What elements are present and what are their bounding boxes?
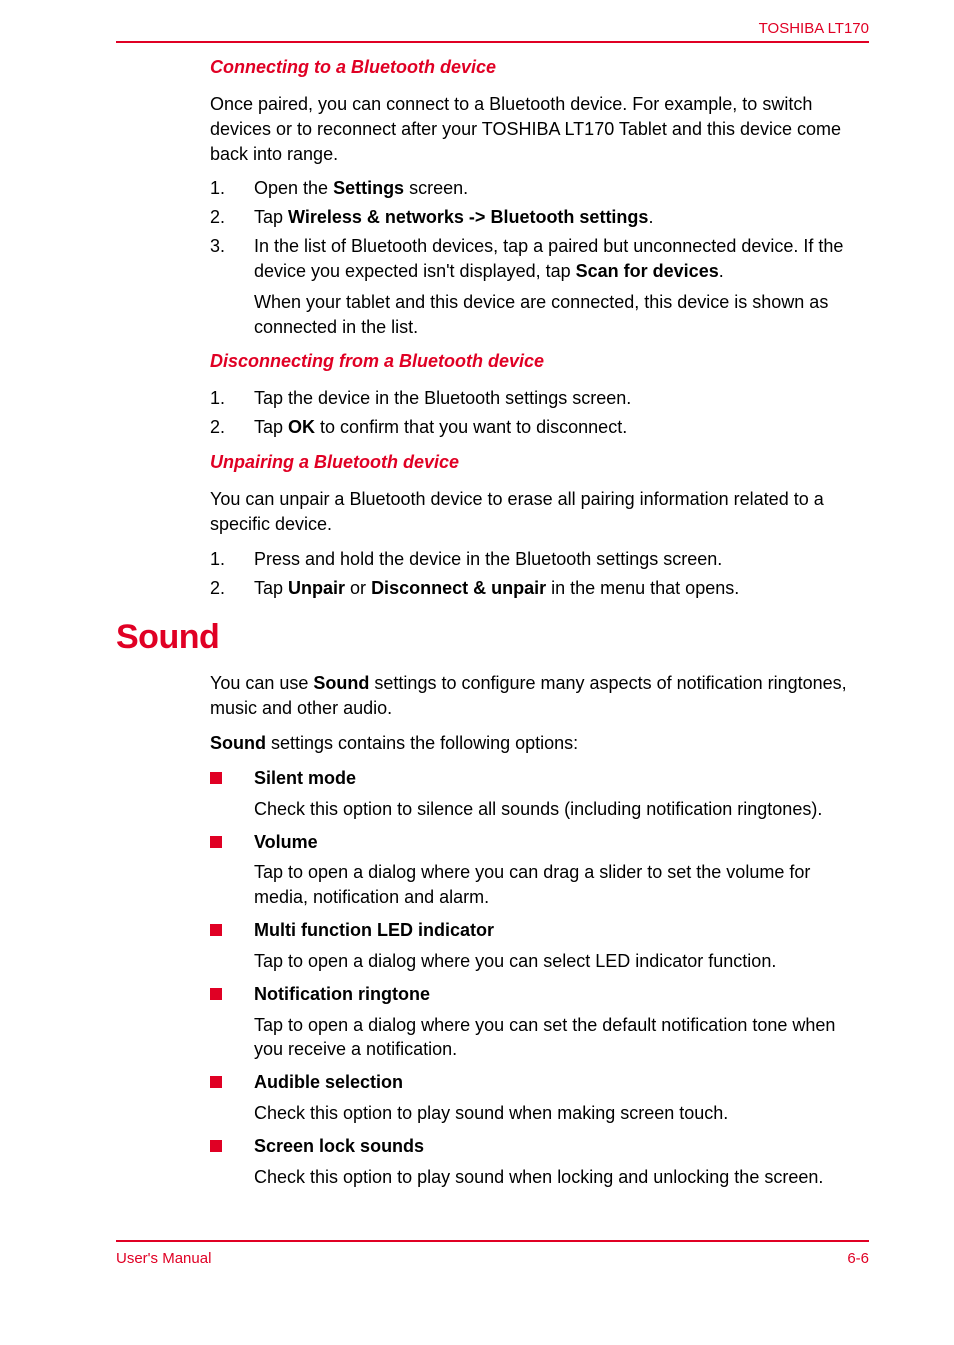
disconnecting-steps: Tap the device in the Bluetooth settings…: [210, 386, 869, 440]
text: You can use: [210, 673, 313, 693]
option-body: Check this option to play sound when loc…: [254, 1165, 869, 1190]
list-item: Tap the device in the Bluetooth settings…: [210, 386, 869, 411]
square-bullet-icon: [210, 988, 222, 1000]
text: settings contains the following options:: [266, 733, 578, 753]
option-body: Tap to open a dialog where you can selec…: [254, 949, 869, 974]
unpairing-steps: Press and hold the device in the Bluetoo…: [210, 547, 869, 601]
list-item: Silent mode Check this option to silence…: [210, 766, 869, 822]
unpairing-intro: You can unpair a Bluetooth device to era…: [210, 487, 869, 537]
list-item: Press and hold the device in the Bluetoo…: [210, 547, 869, 572]
sound-options: Silent mode Check this option to silence…: [210, 766, 869, 1190]
list-item: In the list of Bluetooth devices, tap a …: [210, 234, 869, 339]
step-text: in the menu that opens.: [546, 578, 739, 598]
option-body: Check this option to play sound when mak…: [254, 1101, 869, 1126]
option-title: Silent mode: [254, 766, 869, 791]
footer-right: 6-6: [847, 1250, 869, 1267]
footer: User's Manual 6-6: [116, 1240, 869, 1267]
footer-divider: [116, 1240, 869, 1242]
step-text: Tap: [254, 417, 288, 437]
heading-connecting: Connecting to a Bluetooth device: [210, 57, 869, 78]
list-item: Tap Wireless & networks -> Bluetooth set…: [210, 205, 869, 230]
option-body: Tap to open a dialog where you can set t…: [254, 1013, 869, 1063]
option-title: Screen lock sounds: [254, 1134, 869, 1159]
square-bullet-icon: [210, 836, 222, 848]
heading-sound: Sound: [116, 618, 869, 657]
footer-left: User's Manual: [116, 1250, 211, 1267]
list-item: Audible selection Check this option to p…: [210, 1070, 869, 1126]
header-divider: [116, 41, 869, 43]
step-text: .: [648, 207, 653, 227]
option-title: Volume: [254, 830, 869, 855]
square-bullet-icon: [210, 1140, 222, 1152]
step-sub: When your tablet and this device are con…: [254, 290, 869, 340]
step-text: to confirm that you want to disconnect.: [315, 417, 627, 437]
step-bold: Disconnect & unpair: [371, 578, 546, 598]
option-body: Check this option to silence all sounds …: [254, 797, 869, 822]
step-bold: Settings: [333, 178, 404, 198]
option-body: Tap to open a dialog where you can drag …: [254, 860, 869, 910]
option-title: Notification ringtone: [254, 982, 869, 1007]
list-item: Volume Tap to open a dialog where you ca…: [210, 830, 869, 910]
step-text: Open the: [254, 178, 333, 198]
step-text: .: [719, 261, 724, 281]
square-bullet-icon: [210, 924, 222, 936]
step-text: screen.: [404, 178, 468, 198]
text-bold: Sound: [313, 673, 369, 693]
square-bullet-icon: [210, 772, 222, 784]
step-bold: OK: [288, 417, 315, 437]
option-title: Multi function LED indicator: [254, 918, 869, 943]
step-text: or: [345, 578, 371, 598]
step-text: Tap: [254, 207, 288, 227]
list-item: Notification ringtone Tap to open a dial…: [210, 982, 869, 1062]
step-text: In the list of Bluetooth devices, tap a …: [254, 236, 843, 281]
sound-intro1: You can use Sound settings to configure …: [210, 671, 869, 721]
heading-unpairing: Unpairing a Bluetooth device: [210, 452, 869, 473]
option-title: Audible selection: [254, 1070, 869, 1095]
list-item: Tap Unpair or Disconnect & unpair in the…: [210, 576, 869, 601]
text-bold: Sound: [210, 733, 266, 753]
step-bold: Unpair: [288, 578, 345, 598]
step-bold: Scan for devices: [576, 261, 719, 281]
connecting-steps: Open the Settings screen. Tap Wireless &…: [210, 176, 869, 339]
list-item: Tap OK to confirm that you want to disco…: [210, 415, 869, 440]
square-bullet-icon: [210, 1076, 222, 1088]
list-item: Screen lock sounds Check this option to …: [210, 1134, 869, 1190]
list-item: Multi function LED indicator Tap to open…: [210, 918, 869, 974]
sound-intro2: Sound settings contains the following op…: [210, 731, 869, 756]
connecting-intro: Once paired, you can connect to a Blueto…: [210, 92, 869, 166]
header-brand: TOSHIBA LT170: [116, 20, 869, 37]
step-text: Tap: [254, 578, 288, 598]
list-item: Open the Settings screen.: [210, 176, 869, 201]
heading-disconnecting: Disconnecting from a Bluetooth device: [210, 351, 869, 372]
step-bold: Wireless & networks -> Bluetooth setting…: [288, 207, 648, 227]
